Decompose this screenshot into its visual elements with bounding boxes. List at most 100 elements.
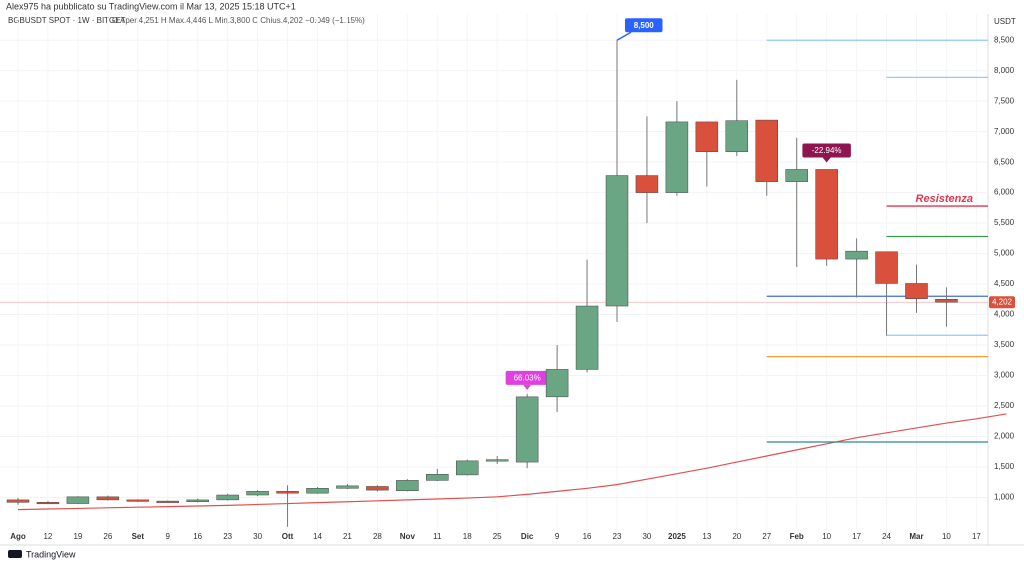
x-tick-label: 28	[373, 532, 382, 541]
last-price-tag	[989, 296, 1015, 309]
x-tick-label: Set	[132, 532, 145, 541]
footer: TradingView	[26, 549, 76, 559]
y-tick-label: 6,000	[994, 188, 1015, 197]
x-tick-label: 11	[433, 532, 442, 541]
x-tick-label: Feb	[790, 532, 804, 541]
y-tick-label: 1,000	[994, 493, 1015, 502]
x-tick-label: 18	[463, 532, 472, 541]
x-tick-label: 23	[613, 532, 622, 541]
x-tick-label: 9	[166, 532, 171, 541]
candle-body	[605, 175, 629, 307]
y-tick-label: 5,000	[994, 249, 1015, 258]
x-tick-label: 19	[73, 532, 82, 541]
candle-body	[366, 486, 389, 491]
x-tick-label: 16	[193, 532, 202, 541]
candle-body	[246, 491, 269, 496]
y-tick-label: 2,500	[994, 401, 1015, 410]
candle-body	[695, 121, 719, 153]
level-label: Resistenza	[916, 193, 973, 205]
y-tick-label: 2,000	[994, 432, 1015, 441]
candle-body	[935, 299, 958, 303]
callout-box	[505, 370, 549, 385]
x-tick-label: Dic	[521, 532, 534, 541]
x-tick-label: 10	[822, 532, 831, 541]
callout-label: 66.03%	[514, 373, 541, 382]
x-tick-label: 2025	[668, 532, 686, 541]
y-tick-label: 6,500	[994, 157, 1015, 166]
candle-body	[875, 251, 898, 284]
candle-body	[635, 175, 659, 193]
ohlc-legend: O Aper.4,251 H Max.4,446 L Min.3,800 C C…	[112, 16, 365, 25]
candle-body	[845, 250, 868, 260]
x-tick-label: 9	[555, 532, 560, 541]
candle-body	[456, 460, 479, 476]
x-tick-label: 13	[702, 532, 711, 541]
x-tick-label: 25	[493, 532, 502, 541]
x-tick-label: 24	[882, 532, 891, 541]
y-unit: USDT	[994, 17, 1016, 26]
candle-body	[426, 474, 449, 481]
x-tick-label: Ago	[10, 532, 26, 541]
x-tick-label: 21	[343, 532, 352, 541]
candle-body	[905, 283, 928, 299]
candle-body	[336, 485, 359, 489]
candle-body	[126, 499, 150, 502]
y-tick-label: 8,000	[994, 66, 1015, 75]
candle-body	[785, 169, 808, 182]
candle-body	[396, 480, 419, 491]
candle-body	[755, 119, 778, 182]
y-tick-label: 8,500	[994, 35, 1015, 44]
candle-body	[485, 459, 509, 462]
candle-body	[575, 305, 599, 370]
x-tick-label: 20	[732, 532, 741, 541]
x-tick-label: Mar	[909, 532, 923, 541]
x-tick-label: 14	[313, 532, 322, 541]
candle-body	[186, 499, 209, 502]
x-tick-label: 16	[583, 532, 592, 541]
x-tick-label: 26	[103, 532, 112, 541]
callout-box	[625, 18, 663, 33]
credit: Alex975 ha pubblicato su TradingView.com…	[6, 1, 296, 11]
x-tick-label: Ott	[282, 532, 294, 541]
y-tick-label: 7,500	[994, 96, 1015, 105]
x-tick-label: 12	[43, 532, 52, 541]
x-tick-label: 30	[253, 532, 262, 541]
candle-body	[306, 488, 329, 494]
x-tick-label: 27	[762, 532, 771, 541]
moving-average	[17, 413, 1007, 511]
y-tick-label: 3,000	[994, 371, 1015, 380]
chart-title: BGBUSDT SPOT · 1W · BITGET	[8, 16, 126, 25]
y-tick-label: 7,000	[994, 127, 1015, 136]
candle-body	[6, 499, 30, 503]
y-tick-label: 3,500	[994, 340, 1015, 349]
x-tick-label: 17	[852, 532, 861, 541]
candle-body	[96, 496, 120, 501]
logo	[8, 550, 22, 558]
last-price-label: 4,202	[992, 297, 1013, 306]
candle-body	[665, 121, 689, 193]
y-tick-label: 4,000	[994, 310, 1015, 319]
candle-body	[725, 120, 749, 153]
y-tick-label: 1,500	[994, 462, 1015, 471]
callout-pointer	[523, 384, 532, 390]
x-tick-label: 23	[223, 532, 232, 541]
candle-body	[156, 500, 179, 503]
callout-box	[802, 143, 851, 158]
candle-body	[545, 369, 569, 398]
candle-body	[515, 396, 539, 463]
candle-body	[36, 502, 60, 505]
candle-body	[216, 494, 239, 501]
callout-pointer	[822, 157, 831, 163]
y-tick-label: 4,500	[994, 279, 1015, 288]
candle-body	[815, 169, 838, 260]
callout-label: 8,500	[634, 21, 655, 30]
x-tick-label: 30	[642, 532, 651, 541]
x-tick-label: 17	[972, 532, 981, 541]
candle-body	[276, 491, 299, 494]
callout-pointer	[616, 31, 632, 41]
x-tick-label: Nov	[400, 532, 416, 541]
callout-label: -22.94%	[812, 146, 842, 155]
candle-body	[66, 496, 90, 504]
y-tick-label: 5,500	[994, 218, 1015, 227]
